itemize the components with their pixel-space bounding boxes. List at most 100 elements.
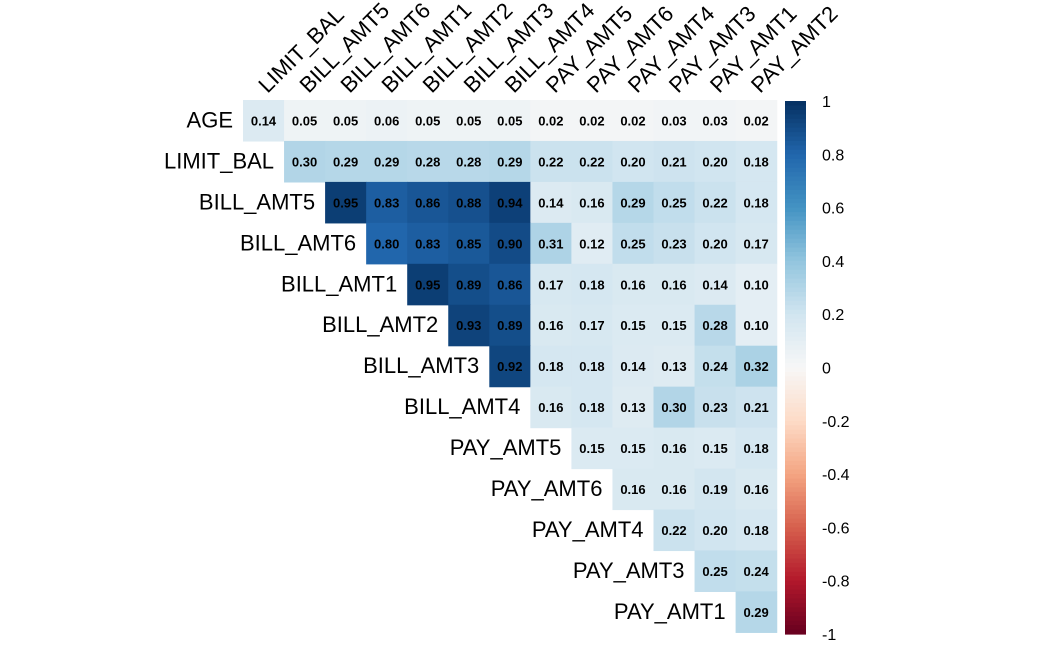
colorbar-segment: [785, 256, 806, 262]
heatmap-cell: [489, 222, 531, 265]
heatmap-value-labels: 0.14 0.05 0.05 0.06 0.05 0.05 0.05 0.02 0.02 0.02…: [251, 113, 770, 619]
heatmap-cell: [489, 140, 531, 183]
row-label: BILL_AMT3: [363, 353, 479, 378]
colorbar-segment: [785, 318, 806, 324]
colorbar-segment: [785, 518, 806, 524]
heatmap-cell: [612, 181, 655, 224]
cell-value-label: 0.17: [538, 277, 563, 292]
colorbar-segment: [785, 505, 806, 511]
colorbar-segment: [785, 478, 806, 484]
colorbar-tick-label: -0.2: [822, 414, 850, 431]
cell-value-label: 0.15: [702, 441, 727, 456]
colorbar-segment: [785, 567, 806, 573]
colorbar-segment: [785, 118, 806, 124]
heatmap-cell: [448, 222, 490, 265]
cell-value-label: 0.14: [620, 359, 646, 374]
row-label: BILL_AMT5: [199, 189, 315, 214]
colorbar-segment: [785, 323, 806, 329]
row-label: BILL_AMT2: [322, 312, 438, 337]
cell-value-label: 0.28: [702, 318, 727, 333]
row-label: BILL_AMT4: [404, 394, 520, 419]
colorbar-tick-label: 0.2: [822, 307, 844, 324]
heatmap-cell: [735, 100, 778, 142]
cell-value-label: 0.18: [538, 359, 563, 374]
colorbar-segment: [785, 589, 806, 595]
colorbar-segment: [785, 185, 806, 191]
heatmap-cell: [489, 304, 531, 347]
heatmap-cell: [366, 222, 408, 265]
colorbar-segment: [785, 194, 806, 200]
heatmap-cell: [735, 140, 778, 183]
cell-value-label: 0.95: [415, 277, 440, 292]
heatmap-cell: [612, 345, 655, 388]
colorbar-segment: [785, 291, 806, 298]
cell-value-label: 0.02: [538, 113, 563, 128]
heatmap-cell: [284, 140, 326, 183]
heatmap-cell: [407, 140, 449, 183]
cell-value-label: 0.18: [579, 277, 604, 292]
heatmap-cell: [571, 181, 614, 224]
cell-value-label: 0.31: [538, 236, 563, 251]
colorbar-segment: [785, 536, 806, 542]
heatmap-cell: [571, 100, 614, 142]
cell-value-label: 0.20: [620, 154, 645, 169]
colorbar-segment: [785, 247, 806, 253]
colorbar-segment: [785, 309, 806, 315]
colorbar-segment: [785, 616, 806, 622]
heatmap-cell: [735, 591, 778, 633]
colorbar-segment: [785, 154, 806, 160]
colorbar-segment: [785, 420, 806, 426]
colorbar-segment: [785, 554, 806, 560]
colorbar-tick-label: 0: [822, 361, 831, 378]
colorbar-segment: [785, 491, 806, 497]
cell-value-label: 0.86: [415, 195, 440, 210]
colorbar-segment: [785, 252, 806, 258]
colorbar-segment: [785, 460, 806, 466]
colorbar-segment: [785, 305, 806, 311]
colorbar-segment: [785, 345, 806, 351]
cell-value-label: 0.94: [497, 195, 523, 210]
cell-value-label: 0.29: [374, 154, 399, 169]
colorbar-segment: [785, 380, 806, 386]
colorbar-segment: [785, 349, 806, 355]
heatmap-cell: [694, 427, 737, 470]
cell-value-label: 0.05: [456, 113, 481, 128]
cell-value-label: 0.24: [702, 359, 728, 374]
colorbar-segment: [785, 585, 806, 591]
colorbar-segment: [785, 425, 806, 431]
cell-value-label: 0.13: [620, 400, 645, 415]
heatmap-cell: [735, 222, 778, 265]
colorbar-segment: [785, 167, 806, 173]
heatmap-cell: [366, 100, 408, 142]
cell-value-label: 0.16: [661, 482, 686, 497]
colorbar-segment: [785, 296, 806, 302]
colorbar-segment: [785, 158, 806, 164]
colorbar-segment: [785, 451, 806, 457]
column-labels: LIMIT_BALBILL_AMT5BILL_AMT6BILL_AMT1BILL…: [253, 0, 842, 98]
row-label: BILL_AMT6: [240, 230, 356, 255]
row-label: PAY_AMT1: [614, 599, 726, 624]
heatmap-cell: [612, 263, 655, 306]
colorbar-tick-label: 1: [822, 94, 831, 111]
heatmap-cell: [735, 263, 778, 306]
heatmap-cells: [243, 100, 778, 633]
cell-value-label: 0.16: [538, 318, 563, 333]
colorbar-segment: [785, 336, 806, 342]
heatmap-cell: [571, 140, 614, 183]
colorbar-segment: [785, 354, 806, 360]
colorbar-segment: [785, 469, 806, 475]
heatmap-cell: [694, 181, 737, 224]
cell-value-label: 0.18: [743, 154, 768, 169]
cell-value-label: 0.15: [661, 318, 686, 333]
colorbar-segment: [785, 114, 806, 120]
colorbar-segment: [785, 145, 806, 151]
heatmap-cell: [243, 100, 285, 142]
colorbar-segment: [785, 447, 806, 453]
cell-value-label: 0.15: [620, 318, 645, 333]
colorbar-segment: [785, 189, 806, 195]
heatmap-cell: [735, 427, 778, 470]
cell-value-label: 0.25: [702, 564, 727, 579]
cell-value-label: 0.20: [702, 236, 727, 251]
heatmap-cell: [571, 222, 614, 265]
